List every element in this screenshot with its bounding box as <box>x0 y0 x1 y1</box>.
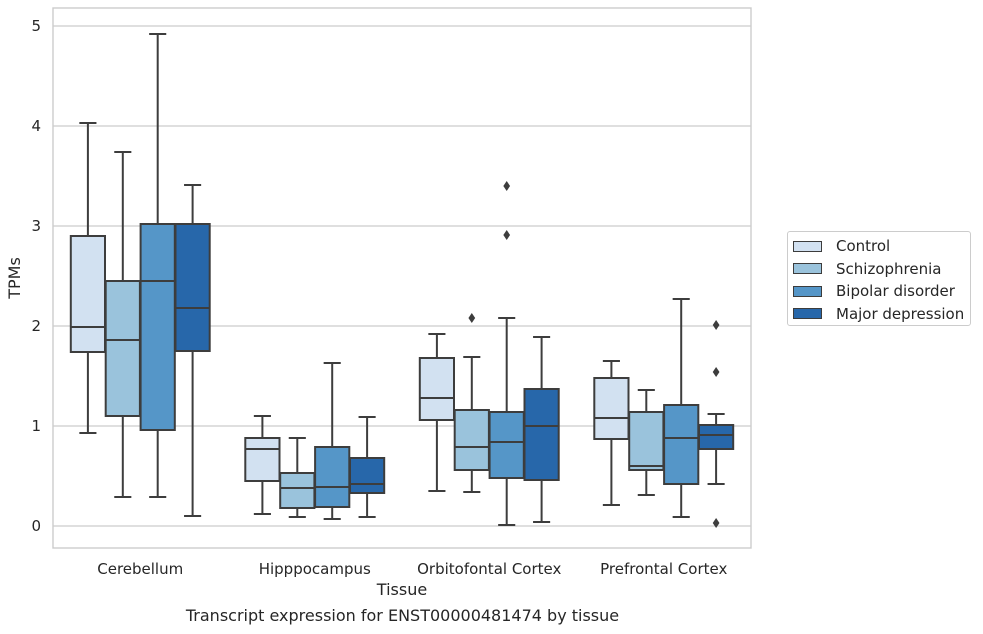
y-tick-label: 4 <box>31 117 41 135</box>
legend-item: Schizophrenia <box>793 258 970 281</box>
box <box>628 389 665 496</box>
legend: Control Schizophrenia Bipolar disorder Majo… <box>787 231 971 326</box>
box <box>663 298 700 518</box>
y-axis-ticks: 0 1 2 3 4 5 <box>31 17 41 535</box>
box <box>418 333 456 492</box>
legend-item: Control <box>793 235 970 258</box>
box <box>593 360 630 506</box>
box <box>104 151 141 498</box>
box <box>453 313 490 493</box>
box-iqr <box>663 404 700 485</box>
box-iqr <box>279 472 316 509</box>
box-iqr <box>348 457 386 494</box>
x-tick-label: Hipppocampus <box>259 560 371 578</box>
y-tick-label: 0 <box>31 517 41 535</box>
figure-caption: Transcript expression for ENST0000048147… <box>185 606 620 625</box>
box-iqr <box>593 377 630 440</box>
box-iqr <box>523 388 560 481</box>
legend-label: Bipolar disorder <box>836 282 955 301</box>
box-iqr <box>697 424 735 450</box>
box-iqr <box>69 235 107 353</box>
legend-swatch <box>793 240 822 252</box>
box <box>244 415 281 515</box>
legend-swatch <box>793 308 822 320</box>
outlier-point <box>712 518 720 528</box>
x-tick-label: Cerebellum <box>97 560 183 578</box>
box <box>348 416 386 518</box>
series-bipolar-disorder <box>139 33 700 526</box>
box-iqr <box>314 446 351 508</box>
outlier-point <box>503 230 511 240</box>
box-iqr <box>453 409 490 471</box>
legend-swatch <box>793 285 822 297</box>
box <box>488 181 525 526</box>
box <box>174 184 211 517</box>
box <box>523 336 560 523</box>
legend-label: Schizophrenia <box>836 259 942 278</box>
box-iqr <box>174 223 211 352</box>
plot-frame <box>52 7 752 549</box>
box <box>279 437 316 518</box>
legend-item: Major depression <box>793 303 970 326</box>
series-major-depression <box>174 184 735 528</box>
box <box>697 320 735 528</box>
legend-item: Bipolar disorder <box>793 280 970 303</box>
box <box>139 33 176 498</box>
outlier-point <box>712 320 720 330</box>
y-axis-label: TPMs <box>5 257 24 300</box>
box-iqr <box>488 411 525 479</box>
series-control <box>69 122 630 515</box>
legend-label: Control <box>836 237 891 256</box>
box-iqr <box>104 280 141 417</box>
box-iqr <box>628 411 665 471</box>
outlier-point <box>712 367 720 377</box>
legend-swatch <box>793 263 822 275</box>
y-tick-label: 5 <box>31 17 41 35</box>
x-tick-label: Orbitofontal Cortex <box>417 560 561 578</box>
y-tick-label: 1 <box>31 417 41 435</box>
box-iqr <box>418 357 456 421</box>
outlier-point <box>503 181 511 191</box>
x-axis-label: Tissue <box>376 580 427 599</box>
box-iqr <box>244 437 281 482</box>
x-tick-label: Prefrontal Cortex <box>600 560 727 578</box>
legend-label: Major depression <box>836 304 965 323</box>
y-tick-label: 2 <box>31 317 41 335</box>
box <box>314 362 351 520</box>
x-axis-ticks: Cerebellum Hipppocampus Orbitofontal Corte… <box>97 560 727 578</box>
outlier-point <box>468 313 476 323</box>
box-plot-series <box>69 33 735 528</box>
box-iqr <box>139 223 176 431</box>
y-tick-label: 3 <box>31 217 41 235</box>
box <box>69 122 107 434</box>
